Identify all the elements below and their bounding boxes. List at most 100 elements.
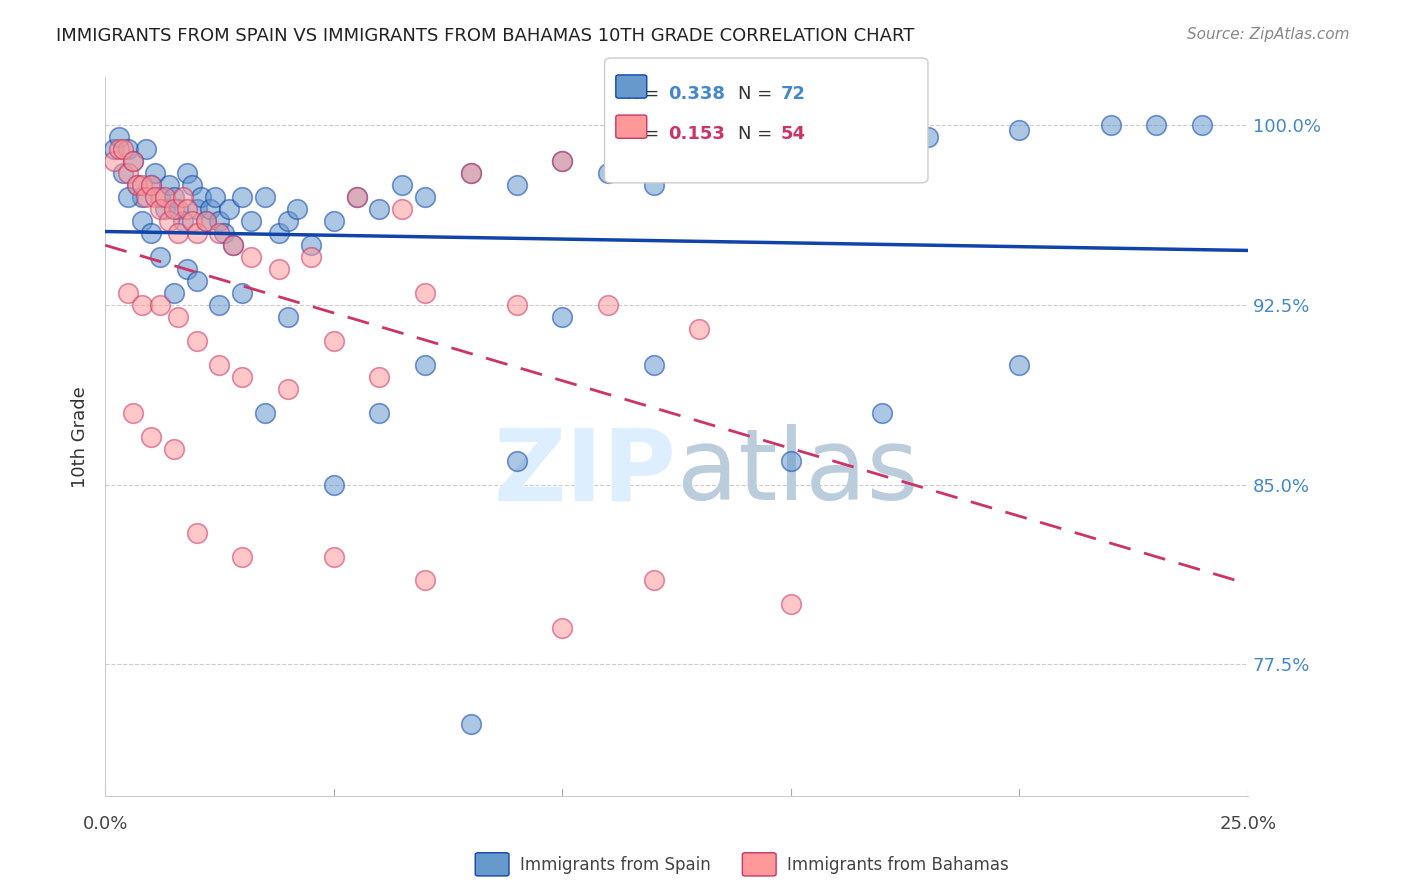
Point: [200, 202, 222, 217]
Point: [108, 130, 131, 145]
Text: 0.338: 0.338: [668, 85, 725, 103]
Point: [596, 298, 619, 312]
Point: [277, 310, 299, 324]
Point: [103, 142, 125, 156]
Point: [1008, 123, 1031, 137]
Point: [688, 322, 710, 336]
Point: [186, 274, 208, 288]
Point: [172, 190, 194, 204]
Point: [1144, 119, 1167, 133]
Point: [254, 406, 277, 420]
Point: [391, 178, 413, 193]
Point: [194, 214, 217, 228]
Text: Source: ZipAtlas.com: Source: ZipAtlas.com: [1187, 27, 1350, 42]
Point: [222, 238, 245, 252]
Point: [145, 166, 167, 180]
Point: [163, 286, 186, 301]
Point: [181, 214, 204, 228]
Point: [505, 178, 527, 193]
Text: 0.0%: 0.0%: [83, 815, 128, 833]
Point: [277, 214, 299, 228]
Point: [460, 166, 482, 180]
Point: [505, 298, 527, 312]
Text: Immigrants from Bahamas: Immigrants from Bahamas: [787, 856, 1010, 874]
Point: [117, 286, 139, 301]
Point: [643, 574, 665, 588]
Point: [240, 250, 263, 264]
Text: 0.153: 0.153: [668, 125, 724, 143]
Point: [172, 214, 194, 228]
Point: [131, 190, 153, 204]
Point: [163, 202, 186, 217]
Point: [299, 238, 322, 252]
Point: [121, 406, 143, 420]
Point: [231, 286, 253, 301]
Text: 54: 54: [780, 125, 806, 143]
Text: R =: R =: [626, 125, 665, 143]
Point: [551, 154, 574, 169]
Text: atlas: atlas: [676, 425, 918, 521]
Point: [231, 370, 253, 384]
Point: [460, 166, 482, 180]
Point: [368, 202, 391, 217]
Point: [825, 142, 848, 156]
Point: [149, 190, 172, 204]
Point: [117, 142, 139, 156]
Point: [204, 190, 226, 204]
Text: Immigrants from Spain: Immigrants from Spain: [520, 856, 711, 874]
Point: [413, 574, 436, 588]
Text: ZIP: ZIP: [494, 425, 676, 521]
Point: [208, 358, 231, 372]
Point: [139, 430, 162, 444]
Point: [117, 190, 139, 204]
Point: [208, 214, 231, 228]
Point: [135, 190, 157, 204]
Point: [734, 142, 756, 156]
Point: [322, 549, 344, 564]
Point: [131, 178, 153, 193]
Point: [222, 238, 245, 252]
Point: [103, 154, 125, 169]
Point: [157, 178, 180, 193]
Point: [139, 226, 162, 240]
Point: [505, 453, 527, 467]
Point: [194, 214, 217, 228]
Point: [186, 525, 208, 540]
Y-axis label: 10th Grade: 10th Grade: [72, 386, 89, 488]
Point: [208, 226, 231, 240]
Point: [212, 226, 235, 240]
Point: [127, 178, 149, 193]
Point: [135, 142, 157, 156]
Point: [551, 154, 574, 169]
Point: [108, 142, 131, 156]
Point: [153, 190, 176, 204]
Point: [460, 717, 482, 731]
Point: [368, 370, 391, 384]
Point: [149, 202, 172, 217]
Point: [346, 190, 368, 204]
Point: [368, 406, 391, 420]
Point: [240, 214, 263, 228]
Point: [139, 178, 162, 193]
Point: [277, 382, 299, 396]
Point: [163, 190, 186, 204]
Point: [157, 214, 180, 228]
Point: [231, 549, 253, 564]
Point: [145, 190, 167, 204]
Point: [322, 477, 344, 491]
Text: 72: 72: [780, 85, 806, 103]
Text: R =: R =: [626, 85, 665, 103]
Point: [149, 250, 172, 264]
Point: [167, 226, 190, 240]
Point: [779, 453, 801, 467]
Point: [285, 202, 308, 217]
Point: [190, 190, 212, 204]
Point: [121, 154, 143, 169]
Point: [121, 154, 143, 169]
Point: [643, 358, 665, 372]
Point: [167, 202, 190, 217]
Point: [779, 598, 801, 612]
Text: 25.0%: 25.0%: [1219, 815, 1277, 833]
Point: [551, 621, 574, 635]
Point: [112, 166, 135, 180]
